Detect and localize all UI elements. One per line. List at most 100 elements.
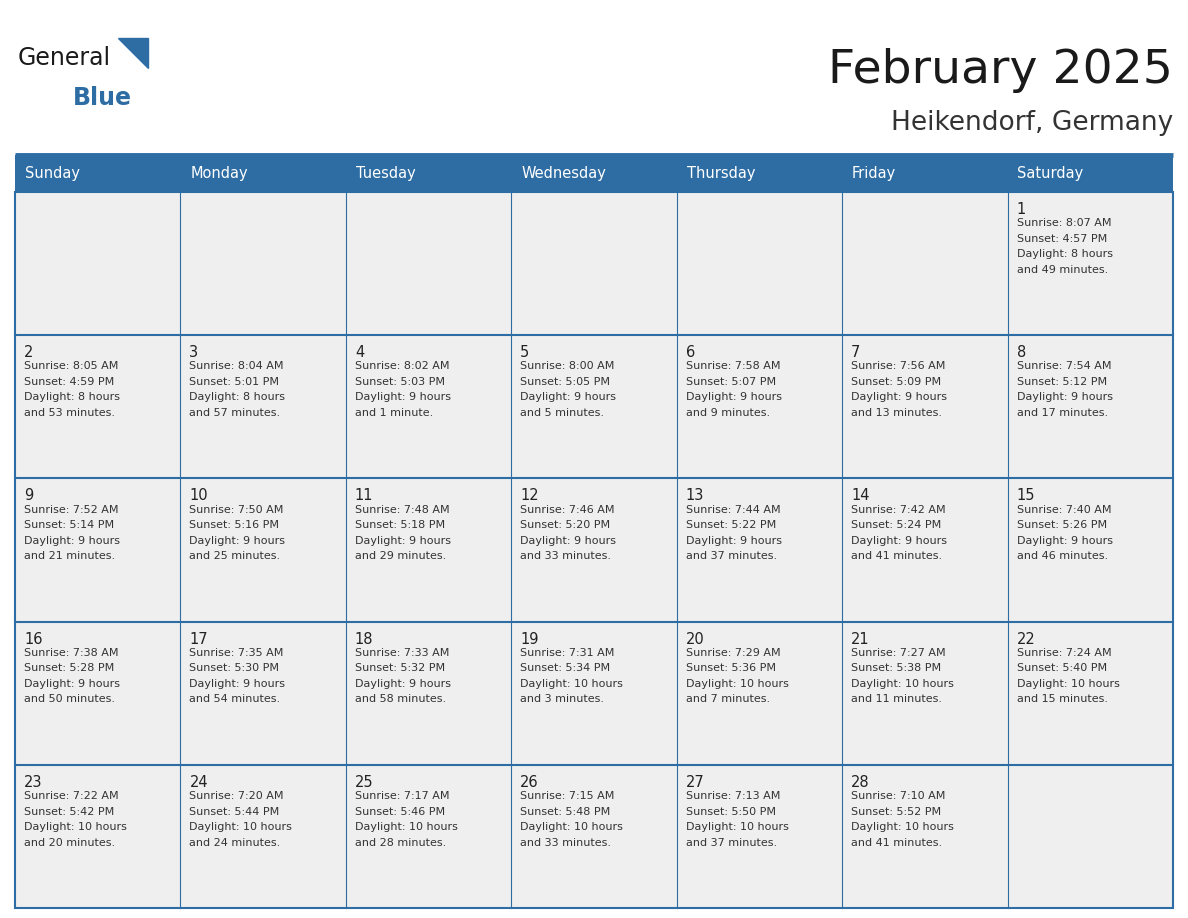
Bar xyxy=(511,765,677,908)
Text: Thursday: Thursday xyxy=(687,166,756,181)
Bar xyxy=(15,155,1173,192)
Bar xyxy=(15,192,181,335)
Text: Sunset: 5:32 PM: Sunset: 5:32 PM xyxy=(355,664,446,674)
Text: 24: 24 xyxy=(189,775,208,789)
Text: Monday: Monday xyxy=(190,166,248,181)
Text: Daylight: 10 hours: Daylight: 10 hours xyxy=(520,679,624,688)
Text: 16: 16 xyxy=(24,632,43,646)
Text: 18: 18 xyxy=(355,632,373,646)
Text: Daylight: 9 hours: Daylight: 9 hours xyxy=(24,679,120,688)
Text: and 41 minutes.: and 41 minutes. xyxy=(851,837,942,847)
Text: 25: 25 xyxy=(355,775,373,789)
Text: and 37 minutes.: and 37 minutes. xyxy=(685,837,777,847)
Bar xyxy=(181,765,346,908)
Text: and 3 minutes.: and 3 minutes. xyxy=(520,694,605,704)
Text: Sunrise: 7:20 AM: Sunrise: 7:20 AM xyxy=(189,791,284,801)
Bar xyxy=(842,478,1007,621)
Bar xyxy=(346,478,511,621)
Text: Sunrise: 7:13 AM: Sunrise: 7:13 AM xyxy=(685,791,781,801)
Text: General: General xyxy=(18,46,112,70)
Bar xyxy=(346,621,511,765)
Text: Sunrise: 7:27 AM: Sunrise: 7:27 AM xyxy=(851,648,946,658)
Text: Daylight: 10 hours: Daylight: 10 hours xyxy=(520,823,624,832)
Bar xyxy=(1007,621,1173,765)
Text: 21: 21 xyxy=(851,632,870,646)
Text: Daylight: 8 hours: Daylight: 8 hours xyxy=(1017,250,1113,259)
Bar xyxy=(15,765,181,908)
Bar xyxy=(15,621,181,765)
Bar xyxy=(15,335,181,478)
Text: 1: 1 xyxy=(1017,202,1025,217)
Text: Sunrise: 7:33 AM: Sunrise: 7:33 AM xyxy=(355,648,449,658)
Text: Daylight: 10 hours: Daylight: 10 hours xyxy=(851,823,954,832)
Text: 28: 28 xyxy=(851,775,870,789)
Text: and 33 minutes.: and 33 minutes. xyxy=(520,837,612,847)
Text: Daylight: 9 hours: Daylight: 9 hours xyxy=(1017,536,1113,545)
Text: Sunset: 5:14 PM: Sunset: 5:14 PM xyxy=(24,521,114,531)
Text: Sunset: 5:28 PM: Sunset: 5:28 PM xyxy=(24,664,114,674)
Text: Sunset: 5:42 PM: Sunset: 5:42 PM xyxy=(24,807,114,817)
Text: Daylight: 8 hours: Daylight: 8 hours xyxy=(24,393,120,402)
Text: Sunset: 4:57 PM: Sunset: 4:57 PM xyxy=(1017,234,1107,244)
Text: Sunrise: 7:58 AM: Sunrise: 7:58 AM xyxy=(685,362,781,372)
Text: and 20 minutes.: and 20 minutes. xyxy=(24,837,115,847)
Text: 10: 10 xyxy=(189,488,208,503)
Text: Sunset: 5:48 PM: Sunset: 5:48 PM xyxy=(520,807,611,817)
Text: Sunset: 5:22 PM: Sunset: 5:22 PM xyxy=(685,521,776,531)
Bar xyxy=(511,192,677,335)
Text: Sunset: 5:18 PM: Sunset: 5:18 PM xyxy=(355,521,446,531)
Bar xyxy=(181,335,346,478)
Text: Sunrise: 7:22 AM: Sunrise: 7:22 AM xyxy=(24,791,119,801)
Text: Daylight: 8 hours: Daylight: 8 hours xyxy=(189,393,285,402)
Bar xyxy=(677,478,842,621)
Text: Daylight: 10 hours: Daylight: 10 hours xyxy=(189,823,292,832)
Bar xyxy=(511,478,677,621)
Text: Sunrise: 7:35 AM: Sunrise: 7:35 AM xyxy=(189,648,284,658)
Text: Daylight: 9 hours: Daylight: 9 hours xyxy=(355,393,451,402)
Text: Daylight: 10 hours: Daylight: 10 hours xyxy=(685,679,789,688)
Text: Tuesday: Tuesday xyxy=(355,166,416,181)
Text: Daylight: 9 hours: Daylight: 9 hours xyxy=(189,679,285,688)
Text: 6: 6 xyxy=(685,345,695,360)
Text: and 1 minute.: and 1 minute. xyxy=(355,408,434,418)
Text: Daylight: 10 hours: Daylight: 10 hours xyxy=(355,823,457,832)
Text: Sunrise: 7:15 AM: Sunrise: 7:15 AM xyxy=(520,791,614,801)
Text: Sunset: 5:01 PM: Sunset: 5:01 PM xyxy=(189,377,279,387)
Bar xyxy=(181,621,346,765)
Text: Sunset: 5:16 PM: Sunset: 5:16 PM xyxy=(189,521,279,531)
Text: Sunrise: 7:29 AM: Sunrise: 7:29 AM xyxy=(685,648,781,658)
Text: 17: 17 xyxy=(189,632,208,646)
Text: Sunrise: 8:00 AM: Sunrise: 8:00 AM xyxy=(520,362,614,372)
Text: Blue: Blue xyxy=(72,86,132,110)
Text: and 37 minutes.: and 37 minutes. xyxy=(685,551,777,561)
Bar xyxy=(181,478,346,621)
Text: and 11 minutes.: and 11 minutes. xyxy=(851,694,942,704)
Text: Daylight: 10 hours: Daylight: 10 hours xyxy=(24,823,127,832)
Text: 9: 9 xyxy=(24,488,33,503)
Text: Sunrise: 7:42 AM: Sunrise: 7:42 AM xyxy=(851,505,946,515)
Text: Friday: Friday xyxy=(852,166,896,181)
Bar xyxy=(346,335,511,478)
Text: Sunset: 5:50 PM: Sunset: 5:50 PM xyxy=(685,807,776,817)
Text: Daylight: 9 hours: Daylight: 9 hours xyxy=(1017,393,1113,402)
Text: 22: 22 xyxy=(1017,632,1035,646)
Text: Heikendorf, Germany: Heikendorf, Germany xyxy=(891,110,1173,136)
Text: and 50 minutes.: and 50 minutes. xyxy=(24,694,115,704)
Text: 27: 27 xyxy=(685,775,704,789)
Text: Sunday: Sunday xyxy=(25,166,80,181)
Text: Sunrise: 7:38 AM: Sunrise: 7:38 AM xyxy=(24,648,119,658)
Text: Sunrise: 7:31 AM: Sunrise: 7:31 AM xyxy=(520,648,614,658)
Text: Sunset: 5:38 PM: Sunset: 5:38 PM xyxy=(851,664,941,674)
Text: Daylight: 9 hours: Daylight: 9 hours xyxy=(189,536,285,545)
Bar xyxy=(181,192,346,335)
Text: Sunset: 5:20 PM: Sunset: 5:20 PM xyxy=(520,521,611,531)
Bar xyxy=(1007,335,1173,478)
Text: Daylight: 9 hours: Daylight: 9 hours xyxy=(851,393,947,402)
Text: and 49 minutes.: and 49 minutes. xyxy=(1017,264,1108,274)
Text: Wednesday: Wednesday xyxy=(522,166,606,181)
Text: and 53 minutes.: and 53 minutes. xyxy=(24,408,115,418)
Text: 15: 15 xyxy=(1017,488,1035,503)
Bar xyxy=(15,478,181,621)
Bar xyxy=(511,335,677,478)
Text: Daylight: 10 hours: Daylight: 10 hours xyxy=(851,679,954,688)
